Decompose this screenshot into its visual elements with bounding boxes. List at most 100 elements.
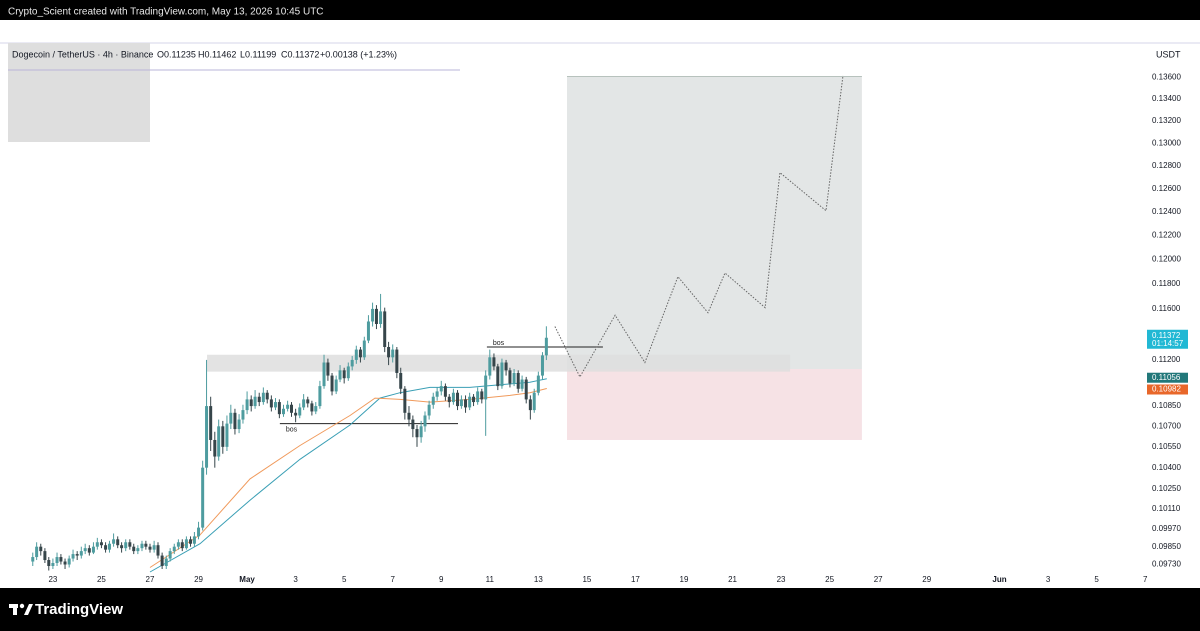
y-tick-label: 0.09970	[1152, 524, 1181, 533]
y-tick-label: 0.13400	[1152, 94, 1181, 103]
candle-body	[504, 362, 508, 371]
candle-body	[415, 429, 419, 438]
candle-body	[55, 557, 59, 564]
candle-body	[95, 542, 99, 547]
candle-body	[213, 439, 217, 457]
candle-body	[540, 355, 544, 376]
x-tick-label: 29	[194, 575, 203, 584]
candle-body	[366, 321, 370, 341]
y-tick-label: 0.11200	[1152, 355, 1181, 364]
candle-body	[35, 546, 39, 558]
candle-body	[67, 558, 71, 565]
candle-body	[326, 362, 330, 376]
candle-body	[201, 467, 205, 528]
x-tick-label: 25	[97, 575, 106, 584]
ohlc-legend: O0.11235 H0.11462 L0.11199 C0.11372 +0.00138…	[157, 49, 397, 59]
candle-body	[391, 349, 395, 358]
candle-body	[528, 399, 532, 411]
x-tick-label: 13	[534, 575, 543, 584]
x-tick-label: 3	[293, 575, 298, 584]
price-tag-label: 0.11372	[1152, 331, 1181, 340]
candle-body	[168, 551, 172, 559]
supply-zone	[207, 354, 791, 372]
y-tick-label: 0.12200	[1152, 231, 1181, 240]
ma-tag	[1147, 384, 1188, 395]
candle-body	[362, 340, 366, 358]
candle-body	[456, 392, 460, 407]
candle-body	[192, 536, 196, 544]
y-tick-label: 0.12600	[1152, 184, 1181, 193]
x-tick-label: 29	[922, 575, 931, 584]
x-tick-label: Jun	[992, 575, 1006, 584]
candle-body	[277, 402, 281, 415]
y-tick-label: 0.12000	[1152, 255, 1181, 264]
candle-body	[87, 548, 91, 553]
legend-value: H0.11462	[198, 49, 236, 59]
legend-value: +0.00138 (+1.23%)	[320, 49, 397, 59]
candle-body	[107, 543, 111, 550]
candle-body	[346, 366, 350, 379]
candle-body	[156, 545, 160, 556]
candle-body	[532, 392, 536, 411]
x-tick-label: 23	[777, 575, 786, 584]
candle-body	[59, 557, 63, 562]
ma-tag-label: 0.10982	[1152, 385, 1181, 394]
candle-body	[209, 406, 213, 440]
candle-body	[47, 560, 51, 567]
legend-value: L0.11199	[240, 49, 276, 59]
moving-average	[149, 378, 547, 573]
legend-box	[8, 43, 150, 142]
candle-body	[229, 412, 233, 424]
candle-body	[536, 375, 540, 393]
candle-body	[302, 399, 306, 408]
candle-body	[374, 308, 378, 325]
candle-body	[112, 539, 116, 544]
candle-body	[91, 546, 95, 553]
moving-average	[149, 388, 547, 568]
candle-body	[83, 548, 87, 552]
ma-tag	[1147, 372, 1188, 383]
bos-label: bos	[493, 340, 505, 347]
candle-body	[63, 561, 67, 565]
candle-body	[512, 372, 516, 384]
legend-value: O0.11235	[157, 49, 196, 59]
legend-value: C0.11372	[281, 49, 319, 59]
candle-body	[468, 396, 472, 408]
candle-body	[172, 546, 176, 552]
candle-body	[116, 539, 120, 546]
candle-body	[423, 415, 427, 427]
candle-body	[249, 399, 253, 407]
candle-body	[152, 545, 156, 550]
y-tick-label: 0.10250	[1152, 484, 1181, 493]
candle-body	[318, 386, 322, 407]
currency: USDT	[1156, 49, 1181, 59]
candle-body	[160, 555, 164, 567]
candle-body	[342, 370, 346, 379]
candle-body	[43, 551, 47, 561]
candle-body	[484, 375, 488, 400]
candle-body	[104, 545, 108, 550]
candle-body	[310, 403, 314, 412]
candle-body	[500, 362, 504, 387]
candle-body	[383, 311, 387, 347]
candle-body	[290, 404, 294, 413]
candle-body	[306, 399, 310, 404]
candle-body	[253, 396, 257, 407]
candle-body	[419, 426, 423, 438]
candle-body	[217, 426, 221, 457]
x-tick-label: 15	[582, 575, 591, 584]
candle-body	[273, 402, 277, 408]
candle-body	[298, 407, 302, 416]
candle-body	[237, 419, 241, 430]
candle-body	[464, 399, 468, 408]
projection-path	[554, 75, 844, 378]
candle-body	[140, 543, 144, 549]
y-tick-label: 0.12400	[1152, 207, 1181, 216]
x-tick-label: 3	[1046, 575, 1051, 584]
candle-body	[354, 349, 358, 360]
candle-body	[508, 370, 512, 384]
bos-label: bos	[286, 426, 298, 433]
candle-body	[39, 546, 43, 552]
candle-body	[516, 372, 520, 389]
candle-body	[314, 406, 318, 412]
